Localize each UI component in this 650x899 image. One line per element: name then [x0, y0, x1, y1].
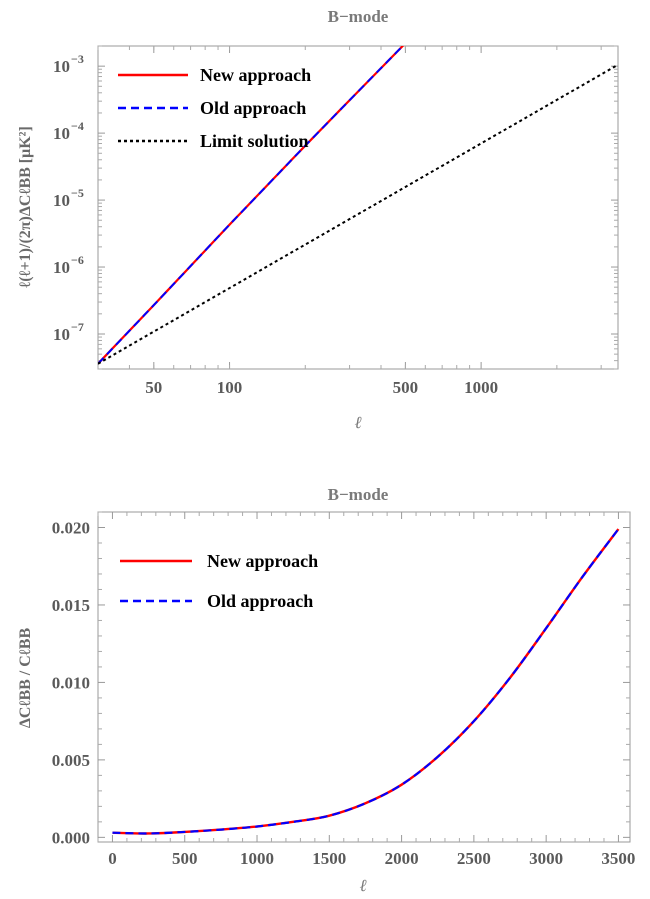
y-tick-label: 10	[53, 57, 70, 76]
y-tick-label: 0.015	[52, 596, 90, 615]
legend-label: Old approach	[200, 98, 306, 118]
y-tick-label: 10	[53, 124, 70, 143]
legend-label: Old approach	[207, 591, 313, 611]
x-tick-label: 1500	[312, 849, 346, 868]
chart-top-ylabel: ℓ(ℓ+1)/(2π)ΔCℓBB [μK²]	[17, 126, 34, 288]
y-tick-exponent: −6	[71, 253, 84, 267]
chart-bottom: B−mode 0 500 1000 1500 2000 2500 3000 3500 0.000…	[17, 485, 635, 895]
x-tick-label: 500	[393, 378, 419, 397]
chart-top-legend: New approach Old approach Limit solution	[118, 65, 311, 151]
chart-bottom-series	[112, 528, 620, 835]
y-tick-label: 0.005	[52, 751, 90, 770]
chart-top-series	[98, 46, 618, 365]
x-tick-label: 0	[108, 849, 117, 868]
y-tick-label: 10	[53, 191, 70, 210]
x-tick-label: 50	[145, 378, 162, 397]
y-tick-label: 0.010	[52, 673, 90, 692]
x-tick-label: 3000	[529, 849, 563, 868]
y-tick-label: 10	[53, 325, 70, 344]
x-tick-label: 1000	[464, 378, 498, 397]
x-tick-label: 3500	[601, 849, 635, 868]
x-tick-label: 2000	[385, 849, 419, 868]
chart-bottom-ticks: 0 500 1000 1500 2000 2500 3000 3500 0.000 0.005 0.…	[52, 511, 635, 868]
legend-label: New approach	[207, 551, 318, 571]
y-tick-label: 10	[53, 258, 70, 277]
series-line-new-approach	[98, 46, 405, 365]
chart-top: B−mode 50 100 500 100010−710−610−510−410−3 …	[17, 7, 619, 432]
x-tick-label: 1000	[240, 849, 274, 868]
y-tick-exponent: −7	[71, 320, 84, 334]
chart-bottom-legend: New approach Old approach	[120, 551, 318, 611]
chart-top-title: B−mode	[328, 7, 389, 26]
chart-bottom-frame	[97, 511, 631, 843]
chart-top-frame	[97, 45, 619, 370]
x-tick-label: 500	[172, 849, 198, 868]
series-line-old-approach	[112, 528, 620, 835]
series-line-new-approach	[112, 528, 620, 835]
series-line-old-approach	[98, 46, 405, 365]
legend-label: New approach	[200, 65, 311, 85]
y-tick-exponent: −5	[71, 186, 84, 200]
chart-bottom-xlabel: ℓ	[359, 876, 366, 895]
y-tick-exponent: −3	[71, 52, 84, 66]
legend-label: Limit solution	[200, 131, 309, 151]
chart-bottom-title: B−mode	[328, 485, 389, 504]
y-tick-label: 0.000	[52, 828, 90, 847]
x-tick-label: 100	[217, 378, 243, 397]
y-tick-label: 0.020	[52, 518, 90, 537]
chart-top-xlabel: ℓ	[354, 413, 361, 432]
x-tick-label: 2500	[457, 849, 491, 868]
series-line-limit-solution	[98, 63, 618, 365]
y-tick-exponent: −4	[71, 119, 84, 133]
chart-bottom-ylabel: ΔCℓBB / CℓBB	[17, 628, 34, 729]
